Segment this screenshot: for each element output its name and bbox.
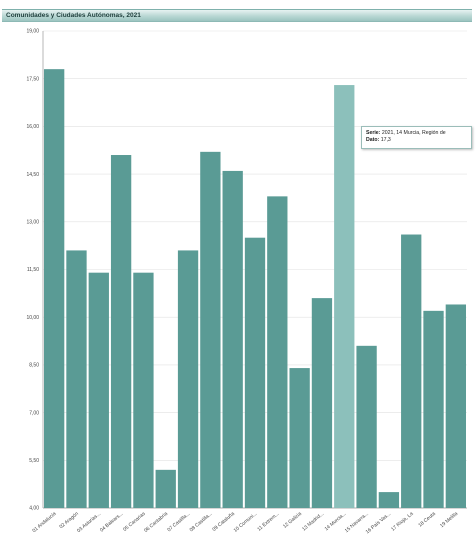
bar: [155, 469, 176, 508]
bar: [289, 368, 310, 508]
bar: [110, 155, 132, 508]
x-tick-label: 07 Castilla...: [166, 511, 191, 533]
x-tick-label: 17 Rioja, La: [390, 511, 414, 533]
x-tick-label: 10 Comuni...: [233, 511, 259, 534]
y-tick-label: 5,50: [29, 458, 39, 464]
bar: [222, 170, 243, 509]
bar: [88, 272, 109, 508]
y-tick-label: 8,50: [29, 363, 39, 369]
bar: [66, 250, 87, 509]
bar: [334, 85, 355, 508]
y-tick-label: 13,00: [26, 220, 39, 226]
bar: [267, 196, 288, 509]
x-tick-label: 02 Aragón: [58, 511, 79, 530]
bar: [423, 310, 444, 508]
bar: [378, 492, 400, 508]
chart-title: Comunidades y Ciudades Autónomas, 2021: [6, 12, 141, 19]
y-tick-label: 4,00: [29, 506, 39, 512]
tooltip-dato-value: 17,3: [380, 137, 391, 143]
bar: [311, 298, 333, 508]
x-tick-label: 12 Galicia: [282, 511, 303, 530]
x-tick-label: 13 Madrid...: [301, 511, 325, 533]
y-tick-label: 10,00: [26, 315, 39, 321]
bar: [44, 69, 65, 508]
chart-title-bar: Comunidades y Ciudades Autónomas, 2021: [2, 9, 472, 22]
y-tick-label: 11,50: [27, 267, 39, 273]
y-tick-label: 7,00: [29, 410, 39, 416]
x-tick-label: 06 Cantabria: [143, 511, 169, 534]
x-tick-label: 03 Asturias...: [76, 511, 102, 534]
bar: [200, 151, 221, 508]
bar: [133, 272, 154, 508]
bar: [401, 234, 422, 508]
tooltip-serie-value: 2021, 14 Murcia, Región de: [381, 130, 446, 136]
x-tick-label: 11 Extrem...: [256, 511, 280, 533]
x-tick-label: 08 Castilla...: [189, 511, 214, 533]
bar: [177, 250, 199, 509]
x-tick-label: 19 Melilla: [439, 511, 459, 529]
bar: [244, 237, 266, 508]
y-tick-label: 16,00: [26, 124, 39, 130]
x-tick-label: 18 Ceuta: [417, 511, 437, 529]
x-tick-label: 01 Andalucía: [31, 511, 57, 534]
data-tooltip: Serie: 2021, 14 Murcia, Región de Dato: …: [361, 126, 472, 149]
bar: [445, 304, 466, 508]
y-tick-label: 17,50: [26, 76, 39, 82]
y-tick-label: 19,00: [26, 29, 39, 35]
x-tick-label: 04 Balears...: [99, 511, 124, 534]
tooltip-dato-label: Dato:: [366, 137, 380, 143]
tooltip-serie-label: Serie:: [366, 130, 381, 136]
y-tick-label: 14,50: [26, 172, 39, 178]
bar: [356, 345, 377, 508]
